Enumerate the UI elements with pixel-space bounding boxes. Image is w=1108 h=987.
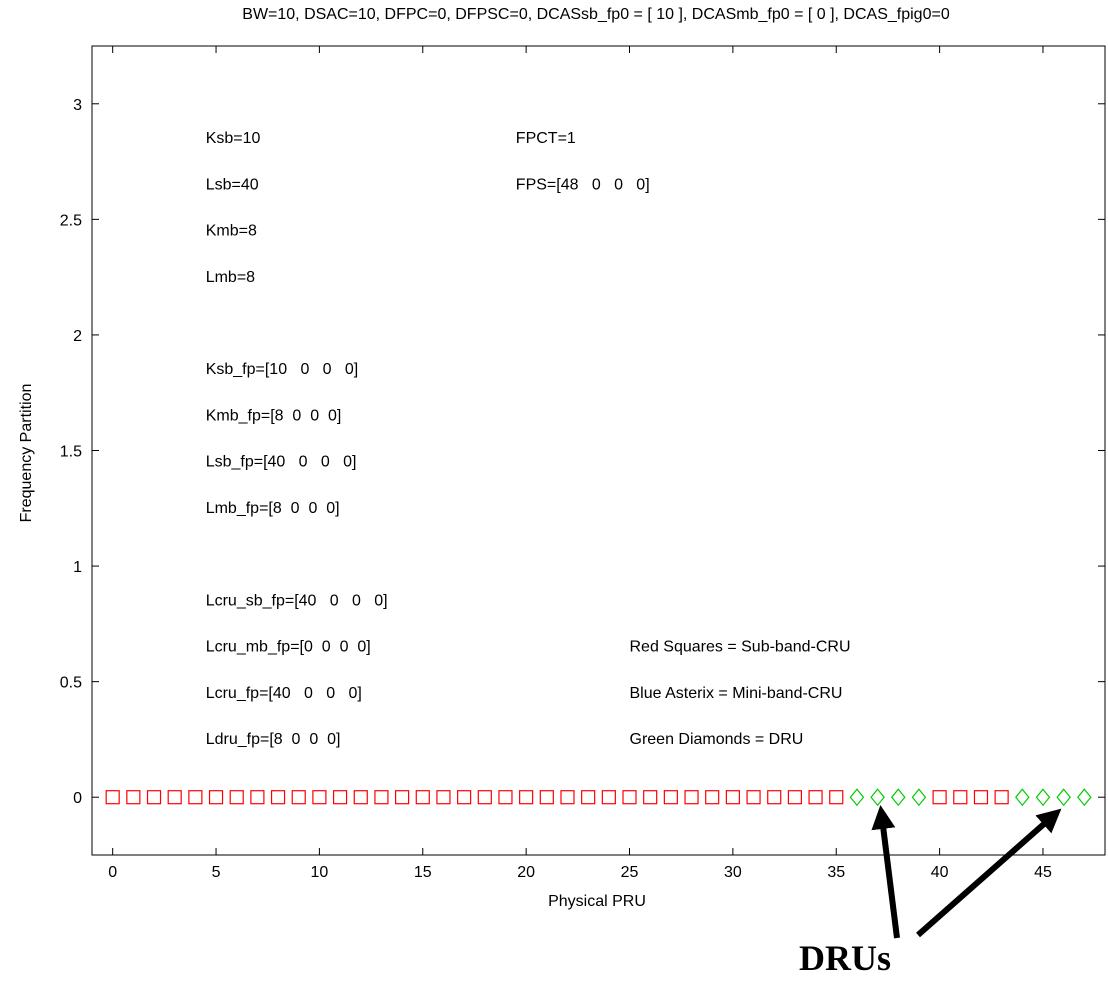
red-square-marker <box>808 790 823 805</box>
green-diamond-marker <box>890 788 906 807</box>
y-tick-label: 0 <box>73 790 82 807</box>
chart-title: BW=10, DSAC=10, DFPC=0, DFPSC=0, DCASsb_… <box>242 6 950 23</box>
callout-label: DRUs <box>799 938 891 978</box>
red-square-marker <box>105 790 120 805</box>
green-diamond-marker <box>1015 788 1030 807</box>
y-tick-label: 0.5 <box>60 675 82 692</box>
parameter-annotation: Lcru_sb_fp=[40 0 0 0] <box>206 592 388 609</box>
parameter-annotation: Lmb_fp=[8 0 0 0] <box>206 500 340 517</box>
red-square-marker <box>229 790 244 805</box>
green-diamond-marker <box>1035 788 1051 807</box>
red-square-marker <box>663 790 678 805</box>
x-tick-label: 5 <box>212 864 221 881</box>
legend-note: Blue Asterix = Mini-band-CRU <box>630 685 843 702</box>
red-square-marker <box>705 790 720 805</box>
red-square-marker <box>188 790 203 805</box>
parameter-annotation: Kmb_fp=[8 0 0 0] <box>206 407 342 424</box>
red-square-marker <box>126 790 141 805</box>
red-square-marker <box>415 790 430 805</box>
red-square-marker <box>767 790 782 805</box>
red-square-marker <box>167 790 182 805</box>
red-square-marker <box>601 790 616 805</box>
red-square-marker <box>581 790 596 805</box>
callout-arrow <box>871 804 900 939</box>
x-axis-tick-labels: 0 5 10 15 20 25 30 35 40 45 <box>108 864 1052 881</box>
red-square-marker <box>684 790 699 805</box>
plot-area <box>91 45 1106 856</box>
red-square-marker <box>312 790 327 805</box>
parameter-annotation: Ksb=10 <box>206 130 261 147</box>
y-tick-label: 2.5 <box>60 212 82 229</box>
red-square-marker <box>539 790 554 805</box>
red-square-marker <box>622 790 637 805</box>
legend-note: Red Squares = Sub-band-CRU <box>630 639 851 656</box>
red-square-marker <box>746 790 761 805</box>
red-square-marker <box>250 790 265 805</box>
parameter-annotation: FPS=[48 0 0 0] <box>516 176 650 193</box>
x-tick-label: 15 <box>414 864 432 881</box>
green-diamond-marker <box>1077 788 1092 807</box>
green-diamond-marker <box>1056 788 1071 807</box>
red-square-marker <box>829 790 844 805</box>
legend-note: Green Diamonds = DRU <box>630 731 804 748</box>
y-axis-title: Frequency Partition <box>18 384 35 523</box>
green-diamond-marker <box>911 788 927 807</box>
red-square-marker <box>953 790 968 805</box>
axis-ticks <box>92 46 1105 855</box>
red-square-marker <box>725 790 740 805</box>
drus-callout: DRUs <box>799 804 1062 978</box>
parameter-annotation: Ldru_fp=[8 0 0 0] <box>206 731 341 748</box>
x-tick-label: 40 <box>931 864 949 881</box>
callout-arrows <box>871 804 1062 939</box>
x-tick-label: 45 <box>1034 864 1052 881</box>
red-square-marker <box>374 790 389 805</box>
y-tick-label: 2 <box>73 328 82 345</box>
parameter-annotation: Lmb=8 <box>206 269 255 286</box>
parameter-annotation: Lcru_fp=[40 0 0 0] <box>206 685 362 702</box>
red-square-marker <box>519 790 534 805</box>
red-square-marker <box>395 790 410 805</box>
text-annotations: Ksb=10 Lsb=40 Kmb=8 Lmb=8 Ksb_fp=[10 0 0 0] K… <box>206 130 851 748</box>
red-square-marker <box>146 790 162 805</box>
callout-arrow <box>916 808 1062 938</box>
data-markers <box>105 788 1092 807</box>
green-diamond-marker <box>849 788 865 807</box>
parameter-annotation: Lsb_fp=[40 0 0 0] <box>206 454 357 471</box>
y-axis-tick-labels: 0 0.5 1 1.5 2 2.5 3 <box>60 97 82 807</box>
red-square-marker <box>787 790 802 805</box>
x-tick-label: 20 <box>517 864 535 881</box>
parameter-annotation: Lsb=40 <box>206 176 259 193</box>
x-tick-label: 0 <box>108 864 117 881</box>
x-tick-label: 35 <box>827 864 845 881</box>
red-square-marker <box>973 790 989 805</box>
red-square-marker <box>270 790 286 805</box>
y-tick-label: 1.5 <box>60 444 82 461</box>
red-square-marker <box>436 790 451 805</box>
y-tick-label: 3 <box>73 97 82 114</box>
red-square-marker <box>457 790 472 805</box>
red-square-marker <box>560 790 575 805</box>
red-square-marker <box>477 790 492 805</box>
x-axis-title: Physical PRU <box>548 893 646 910</box>
x-tick-label: 10 <box>311 864 329 881</box>
parameter-annotation: Kmb=8 <box>206 223 257 240</box>
parameter-annotation: Ksb_fp=[10 0 0 0] <box>206 361 359 378</box>
red-square-marker <box>353 790 368 805</box>
red-square-marker <box>291 790 306 805</box>
x-tick-label: 25 <box>621 864 639 881</box>
parameter-annotation: Lcru_mb_fp=[0 0 0 0] <box>206 639 371 656</box>
red-square-marker <box>932 790 947 805</box>
parameter-annotation: FPCT=1 <box>516 130 576 147</box>
red-square-marker <box>208 790 224 805</box>
red-square-marker <box>332 790 348 805</box>
y-tick-label: 1 <box>73 559 82 576</box>
red-square-marker <box>498 790 513 805</box>
red-square-marker <box>643 790 658 805</box>
red-square-marker <box>994 790 1009 805</box>
x-tick-label: 30 <box>724 864 742 881</box>
